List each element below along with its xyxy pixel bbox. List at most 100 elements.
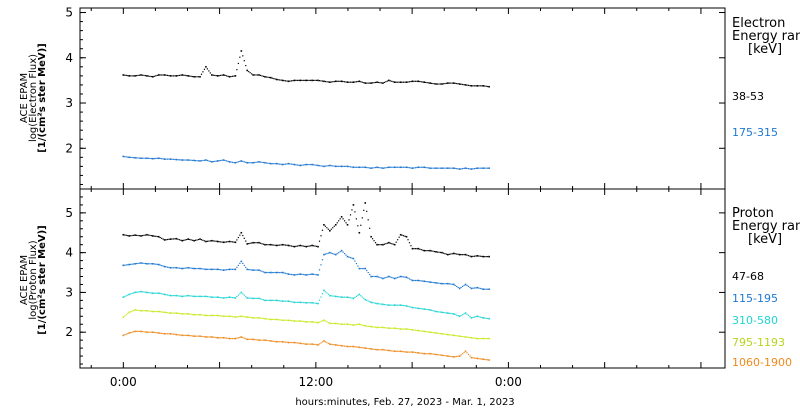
data-point-fill — [357, 346, 359, 348]
data-point-fill — [304, 245, 306, 247]
data-point — [399, 350, 402, 353]
data-point-fill — [461, 353, 464, 355]
data-point — [352, 297, 355, 300]
data-point-fill — [265, 271, 268, 274]
data-point-fill — [183, 295, 185, 297]
data-point-fill — [273, 163, 275, 165]
data-point — [299, 342, 302, 345]
data-point-fill — [249, 316, 251, 319]
data-point — [447, 282, 449, 285]
data-point-fill — [195, 267, 197, 270]
data-point — [329, 343, 331, 345]
data-point-fill — [395, 81, 397, 83]
data-point-fill — [231, 75, 234, 77]
data-point-fill — [444, 253, 446, 255]
data-point-fill — [330, 295, 332, 297]
data-point-fill — [448, 283, 450, 285]
data-point-fill — [161, 237, 163, 239]
data-point — [281, 79, 284, 82]
data-point-fill — [196, 335, 198, 337]
data-point — [323, 165, 325, 168]
data-point-fill — [261, 243, 263, 245]
data-point — [281, 319, 284, 322]
data-point-fill — [383, 243, 386, 245]
data-point-fill — [283, 163, 285, 165]
data-point-fill — [183, 159, 185, 161]
data-point — [458, 83, 461, 85]
data-point-fill — [367, 347, 369, 350]
data-point-fill — [349, 214, 352, 216]
data-point — [275, 78, 278, 81]
data-point — [246, 268, 249, 271]
data-point-fill — [166, 238, 169, 241]
data-point — [334, 165, 337, 168]
data-point-fill — [451, 356, 453, 358]
data-point-fill — [295, 301, 297, 303]
data-point-fill — [313, 79, 315, 81]
data-point-fill — [386, 327, 388, 329]
data-point-fill — [125, 264, 127, 266]
data-point-fill — [326, 321, 328, 323]
data-point — [252, 338, 254, 341]
data-point — [458, 287, 461, 290]
data-point — [122, 316, 125, 318]
data-point-fill — [124, 74, 126, 76]
data-point — [382, 167, 384, 169]
data-point — [275, 318, 278, 321]
data-point-fill — [255, 269, 257, 271]
data-point — [352, 345, 355, 348]
data-point — [340, 165, 343, 168]
data-point — [346, 165, 349, 168]
data-point — [317, 245, 319, 248]
data-point-fill — [156, 310, 158, 313]
data-point-fill — [414, 351, 416, 354]
data-point-fill — [248, 70, 250, 73]
data-point — [187, 334, 190, 337]
data-point-fill — [330, 252, 332, 254]
data-point — [275, 271, 278, 274]
data-point — [441, 354, 443, 357]
data-point-fill — [428, 309, 430, 311]
data-point — [488, 167, 490, 169]
data-point-fill — [174, 75, 176, 77]
data-point — [287, 341, 290, 344]
data-point-fill — [218, 160, 220, 162]
data-point-fill — [419, 352, 421, 354]
data-point — [393, 166, 396, 169]
data-point-fill — [484, 358, 486, 361]
data-point-fill — [342, 218, 344, 220]
data-point-fill — [391, 80, 393, 82]
data-point-fill — [127, 294, 129, 296]
data-point-fill — [302, 301, 304, 304]
data-point-fill — [218, 296, 220, 298]
data-point-fill — [172, 75, 175, 77]
data-point-fill — [196, 295, 198, 297]
data-point — [211, 161, 213, 163]
data-point — [364, 267, 367, 270]
data-point — [193, 295, 195, 298]
data-point — [187, 75, 190, 77]
data-point-fill — [308, 302, 310, 304]
data-point — [287, 273, 290, 275]
data-point-fill — [166, 266, 169, 268]
data-point-fill — [233, 297, 235, 299]
data-point-fill — [271, 271, 273, 274]
data-point — [334, 253, 337, 256]
data-point-fill — [155, 292, 157, 294]
data-point-fill — [290, 273, 293, 276]
data-point-fill — [137, 74, 139, 77]
data-point-fill — [414, 80, 416, 82]
data-point-fill — [479, 287, 481, 290]
data-point-fill — [174, 238, 176, 240]
data-point — [393, 277, 396, 280]
data-point-fill — [389, 327, 391, 329]
data-point-fill — [469, 316, 471, 318]
proton-legend-item: 310-580 — [732, 314, 778, 327]
data-point-fill — [221, 337, 223, 339]
data-point — [287, 80, 290, 83]
data-point-fill — [200, 73, 203, 75]
data-point-fill — [348, 219, 350, 221]
data-point-fill — [162, 332, 164, 335]
data-point — [340, 249, 343, 252]
data-point-fill — [231, 316, 234, 318]
